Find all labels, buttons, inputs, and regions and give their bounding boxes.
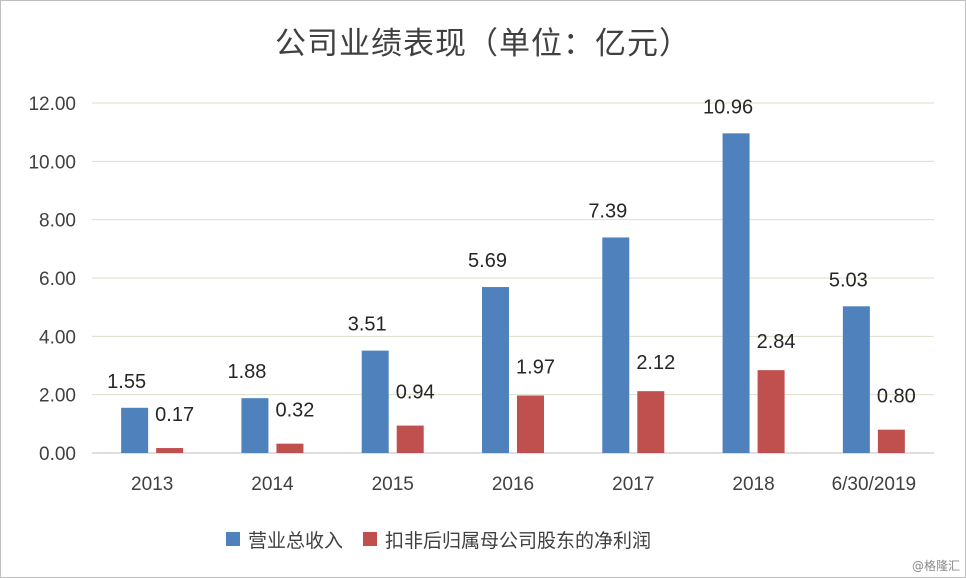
y-tick-label: 2.00 (39, 386, 76, 407)
x-tick-label: 2017 (612, 474, 654, 495)
data-label: 0.17 (155, 404, 194, 426)
bar-net-profit (757, 370, 785, 453)
data-label: 0.94 (396, 382, 435, 404)
data-label: 7.39 (588, 200, 627, 222)
data-label: 10.96 (703, 96, 753, 118)
y-tick-label: 4.00 (39, 327, 76, 348)
legend-item-revenue: 营业总收入 (226, 526, 343, 553)
legend-item-net-profit: 扣非后归属母公司股东的净利润 (363, 526, 651, 553)
x-tick-label: 2014 (251, 474, 294, 495)
bar-revenue (241, 398, 269, 453)
y-tick-label: 0.00 (39, 444, 76, 465)
data-label: 2.84 (757, 331, 796, 353)
watermark: @格隆汇 (911, 559, 960, 573)
bar-net-profit (396, 425, 424, 453)
y-tick-label: 10.00 (28, 152, 76, 173)
legend-label-revenue: 营业总收入 (248, 529, 344, 552)
data-label: 1.55 (107, 371, 146, 393)
data-label: 1.97 (516, 357, 555, 379)
data-label: 3.51 (348, 314, 387, 336)
data-label: 0.80 (877, 386, 916, 408)
bar-revenue (121, 407, 149, 453)
chart-legend: 营业总收入 扣非后归属母公司股东的净利润 (226, 526, 671, 553)
bar-revenue (361, 350, 389, 453)
bar-revenue (842, 306, 870, 453)
bar-net-profit (877, 429, 905, 453)
legend-label-net-profit: 扣非后归属母公司股东的净利润 (385, 529, 652, 552)
bar-net-profit (637, 391, 665, 453)
bar-net-profit (276, 443, 304, 453)
chart-title: 公司业绩表现（单位：亿元） (275, 26, 691, 62)
data-label: 0.32 (275, 400, 314, 422)
x-tick-label: 2015 (372, 474, 414, 495)
bar-revenue (482, 287, 509, 453)
legend-swatch-net-profit (363, 532, 378, 546)
x-tick-label: 2016 (492, 474, 534, 495)
bar-net-profit (156, 448, 184, 453)
x-tick-label: 6/30/2019 (832, 474, 917, 495)
y-tick-label: 8.00 (39, 211, 76, 232)
x-tick-label: 2013 (131, 474, 173, 495)
bar-net-profit (517, 395, 544, 453)
bar-revenue (722, 133, 750, 454)
bar-revenue (602, 237, 630, 453)
data-label: 5.03 (829, 269, 868, 291)
y-tick-label: 12.00 (28, 94, 76, 115)
legend-swatch-revenue (226, 532, 240, 546)
data-label: 1.88 (227, 361, 266, 383)
y-tick-label: 6.00 (39, 269, 76, 290)
data-label: 5.69 (468, 250, 507, 272)
x-tick-label: 2018 (732, 474, 774, 495)
data-label: 2.12 (636, 352, 675, 374)
